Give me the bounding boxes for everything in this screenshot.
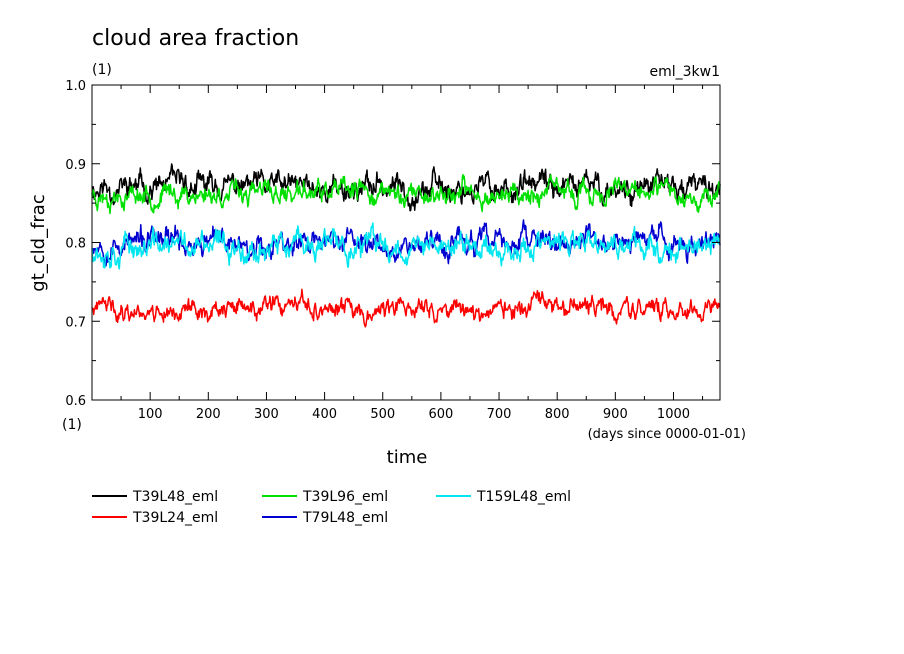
x-tick-label: 500: [370, 407, 395, 422]
series-line-t159l48-eml: [91, 222, 721, 270]
x-tick-label: 300: [254, 407, 279, 422]
x-axis: 100 200 300 400 500 600 700 800 900 1000: [120, 85, 704, 422]
y-tick-label: 0.8: [65, 237, 86, 252]
x-tick-label: 700: [487, 407, 512, 422]
x-tick-label: 200: [196, 407, 221, 422]
chart-units-label: (1): [92, 62, 112, 78]
experiment-label: eml_3kw1: [649, 64, 720, 80]
chart-title: cloud area fraction: [92, 26, 299, 51]
x-tick-label: 400: [312, 407, 337, 422]
x-tick-label: 1000: [657, 407, 690, 422]
y-tick-label: 0.6: [65, 394, 86, 409]
y-axis-label: gt_cld_frac: [28, 194, 49, 291]
y-tick-label: 0.7: [65, 315, 86, 330]
y-units-label: (1): [62, 417, 82, 433]
legend-label: T39L24_eml: [132, 510, 218, 526]
y-axis: 0.6 0.7 0.8 0.9 1.0: [65, 79, 720, 409]
y-tick-label: 1.0: [65, 79, 86, 94]
x-units-label: (days since 0000-01-01): [588, 427, 746, 442]
legend: T39L48_eml T39L96_eml T159L48_eml T39L24_em…: [92, 489, 571, 526]
x-tick-label: 600: [428, 407, 453, 422]
series-line-t39l24-eml: [91, 288, 721, 328]
legend-label: T159L48_eml: [476, 489, 571, 505]
series-line-t79l48-eml: [91, 219, 721, 267]
series-line-t39l96-eml: [91, 173, 721, 215]
legend-label: T39L96_eml: [302, 489, 388, 505]
legend-label: T39L48_eml: [132, 489, 218, 505]
legend-label: T79L48_eml: [302, 510, 388, 526]
x-tick-label: 800: [545, 407, 570, 422]
x-tick-label: 900: [603, 407, 628, 422]
x-axis-label: time: [387, 447, 428, 468]
series-layer: [91, 163, 721, 328]
x-tick-label: 100: [138, 407, 163, 422]
y-tick-label: 0.9: [65, 158, 86, 173]
